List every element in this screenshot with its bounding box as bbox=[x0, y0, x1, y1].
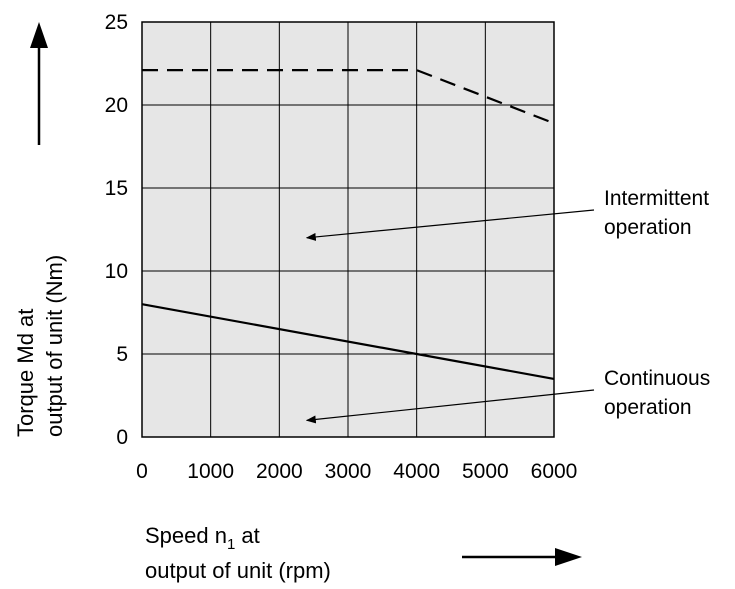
x-axis-label-line1: Speed n1 at bbox=[145, 523, 260, 553]
y-axis-label-line1: Torque Md at bbox=[13, 309, 38, 437]
y-tick-label: 5 bbox=[116, 343, 128, 366]
x-tick-label: 1000 bbox=[187, 460, 234, 483]
annotations: Intermittent operation Continuous operation bbox=[305, 187, 710, 424]
x-axis-label-line2: output of unit (rpm) bbox=[145, 558, 331, 583]
y-axis-ticks: 0 5 10 15 20 25 bbox=[105, 11, 128, 449]
annotation-leader-arrow bbox=[305, 209, 595, 241]
y-tick-label: 20 bbox=[105, 94, 128, 117]
annotation-label-line1: Intermittent bbox=[604, 187, 709, 210]
x-tick-label: 5000 bbox=[462, 460, 509, 483]
y-axis-label-line2: output of unit (Nm) bbox=[42, 255, 67, 437]
x-axis-ticks: 0 1000 2000 3000 4000 5000 6000 bbox=[136, 460, 577, 483]
x-tick-label: 2000 bbox=[256, 460, 303, 483]
x-axis-title: Speed n1 at output of unit (rpm) bbox=[145, 523, 331, 583]
x-tick-label: 3000 bbox=[325, 460, 372, 483]
y-tick-label: 0 bbox=[116, 426, 128, 449]
y-axis-title: Torque Md at output of unit (Nm) bbox=[13, 255, 67, 437]
x-tick-label: 0 bbox=[136, 460, 148, 483]
series-line-continuous bbox=[141, 303, 555, 380]
x-axis-arrow bbox=[462, 548, 582, 566]
annotation-label-line2: operation bbox=[604, 216, 692, 239]
y-tick-label: 15 bbox=[105, 177, 128, 200]
y-axis-arrow bbox=[30, 22, 48, 145]
y-tick-label: 25 bbox=[105, 11, 128, 34]
plot-frame bbox=[141, 21, 555, 438]
x-tick-label: 6000 bbox=[531, 460, 578, 483]
annotation-label-line1: Continuous bbox=[604, 367, 710, 390]
x-tick-label: 4000 bbox=[393, 460, 440, 483]
annotation-label-line2: operation bbox=[604, 396, 692, 419]
annotation-leader-arrow bbox=[305, 389, 595, 424]
y-tick-label: 10 bbox=[105, 260, 128, 283]
series bbox=[141, 69, 555, 380]
